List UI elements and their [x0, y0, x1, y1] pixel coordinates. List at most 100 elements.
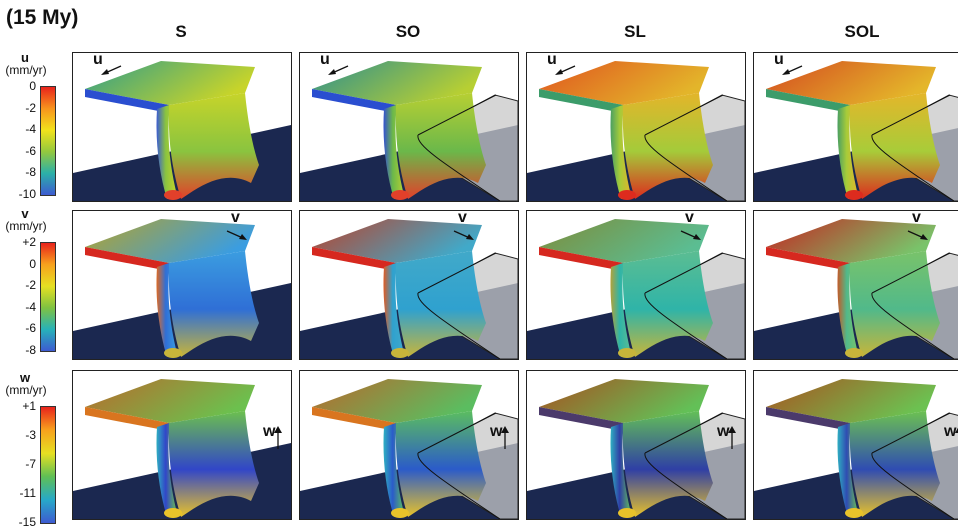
velocity-component-label: u: [547, 52, 557, 68]
colorbar-legend-v: v (mm/yr) +2 0 -2 -4 -6 -8: [0, 206, 70, 366]
velocity-component-label: v: [685, 210, 694, 226]
colorbar-tick-label: 0: [29, 256, 36, 271]
plate-top-surface: [312, 61, 482, 105]
colorbar-gradient: [40, 242, 56, 352]
colorbar-tick-label: -2: [25, 100, 36, 115]
slab-tip: [164, 190, 182, 200]
plate-edge: [312, 247, 396, 271]
velocity-arrow-icon: [101, 65, 122, 75]
legend-variable: u: [21, 50, 29, 65]
subducting-slab: [168, 251, 259, 357]
slab-tip: [391, 348, 409, 358]
slab-tip: [618, 190, 636, 200]
plate-top-surface: [539, 379, 709, 423]
colorbar-tick-label: -11: [19, 486, 36, 500]
plate-top-surface: [85, 379, 255, 423]
slab-tip: [845, 508, 863, 518]
slab-tip: [391, 508, 409, 518]
plate-edge: [539, 407, 623, 431]
colorbar-legend-u: u (mm/yr) 0 -2 -4 -6 -8 -10: [0, 50, 70, 210]
plate-edge: [766, 407, 850, 431]
plate-edge: [312, 407, 396, 431]
velocity-component-label: u: [774, 52, 784, 68]
legend-unit: (mm/yr): [5, 219, 47, 233]
velocity-arrow-icon: [453, 230, 474, 240]
plate-edge: [85, 89, 169, 113]
model-panel-u-sl: u: [526, 52, 746, 202]
colorbar-tick-label: +2: [22, 235, 36, 249]
velocity-arrow-icon: [226, 230, 247, 240]
plate-top-surface: [85, 61, 255, 105]
colorbar-tick-label: -3: [25, 428, 36, 442]
model-panel-v-s: v: [72, 210, 292, 360]
slab-hinge: [837, 423, 858, 517]
colorbar-tick-label: -7: [25, 457, 36, 471]
plate-edge: [766, 247, 850, 271]
velocity-arrow-icon: [782, 65, 803, 75]
model-panel-w-sol: w: [753, 370, 958, 520]
column-header-sol: SOL: [844, 22, 880, 41]
slab-hinge: [156, 263, 177, 357]
slab-tip: [618, 348, 636, 358]
velocity-component-label: v: [912, 210, 921, 226]
slab-hinge: [156, 423, 177, 517]
subducting-slab: [622, 411, 713, 517]
colorbar-gradient: [40, 406, 56, 524]
plate-top-surface: [766, 219, 936, 263]
slab-hinge: [383, 105, 404, 199]
velocity-component-label: w: [717, 423, 730, 440]
subducting-slab: [849, 93, 940, 199]
slab-tip: [618, 508, 636, 518]
colorbar-tick-label: -2: [25, 278, 36, 293]
plate-top-surface: [539, 61, 709, 105]
subducting-slab: [395, 251, 486, 357]
plate-top-surface: [312, 379, 482, 423]
plate-top-surface: [766, 379, 936, 423]
legend-unit: (mm/yr): [5, 63, 47, 77]
slab-hinge: [383, 423, 404, 517]
plate-top-surface: [539, 219, 709, 263]
velocity-arrow-icon: [680, 230, 701, 240]
subducting-slab: [849, 411, 940, 517]
colorbar-tick-label: -6: [25, 321, 36, 336]
plate-edge: [312, 89, 396, 113]
colorbar-tick-label: -15: [18, 515, 36, 529]
slab-tip: [845, 190, 863, 200]
velocity-component-label: u: [93, 52, 103, 68]
subducting-slab: [622, 93, 713, 199]
plate-top-surface: [312, 219, 482, 263]
column-header-so: SO: [395, 22, 421, 41]
plate-edge: [85, 247, 169, 271]
model-panel-w-so: w: [299, 370, 519, 520]
slab-hinge: [383, 263, 404, 357]
model-panel-v-so: v: [299, 210, 519, 360]
legend-variable: w: [19, 370, 31, 385]
velocity-arrow-icon: [328, 65, 349, 75]
colorbar-legend-w: w (mm/yr) +1 -3 -7 -11 -15: [0, 370, 70, 530]
plate-edge: [539, 247, 623, 271]
colorbar-tick-label: +1: [22, 399, 36, 413]
velocity-arrow-icon: [274, 426, 282, 449]
slab-tip: [391, 190, 409, 200]
colorbar-tick-label: -4: [25, 122, 36, 137]
model-panel-u-so: u: [299, 52, 519, 202]
subducting-slab: [395, 93, 486, 199]
slab-hinge: [610, 263, 631, 357]
model-panel-u-s: u: [72, 52, 292, 202]
plate-edge: [539, 89, 623, 113]
plate-top-surface: [85, 219, 255, 263]
velocity-component-label: v: [458, 210, 467, 226]
legend-variable: v: [21, 206, 29, 221]
model-panel-w-s: w: [72, 370, 292, 520]
slab-tip: [164, 508, 182, 518]
velocity-arrow-icon: [728, 426, 736, 449]
slab-hinge: [610, 423, 631, 517]
colorbar-tick-label: -8: [25, 343, 36, 357]
slab-tip: [164, 348, 182, 358]
model-panel-w-sl: w: [526, 370, 746, 520]
column-header-sl: SL: [624, 22, 646, 41]
colorbar-tick-label: 0: [29, 79, 36, 93]
colorbar-tick-label: -8: [25, 165, 36, 180]
colorbar-tick-label: -6: [25, 143, 36, 158]
legend-unit: (mm/yr): [5, 383, 47, 397]
